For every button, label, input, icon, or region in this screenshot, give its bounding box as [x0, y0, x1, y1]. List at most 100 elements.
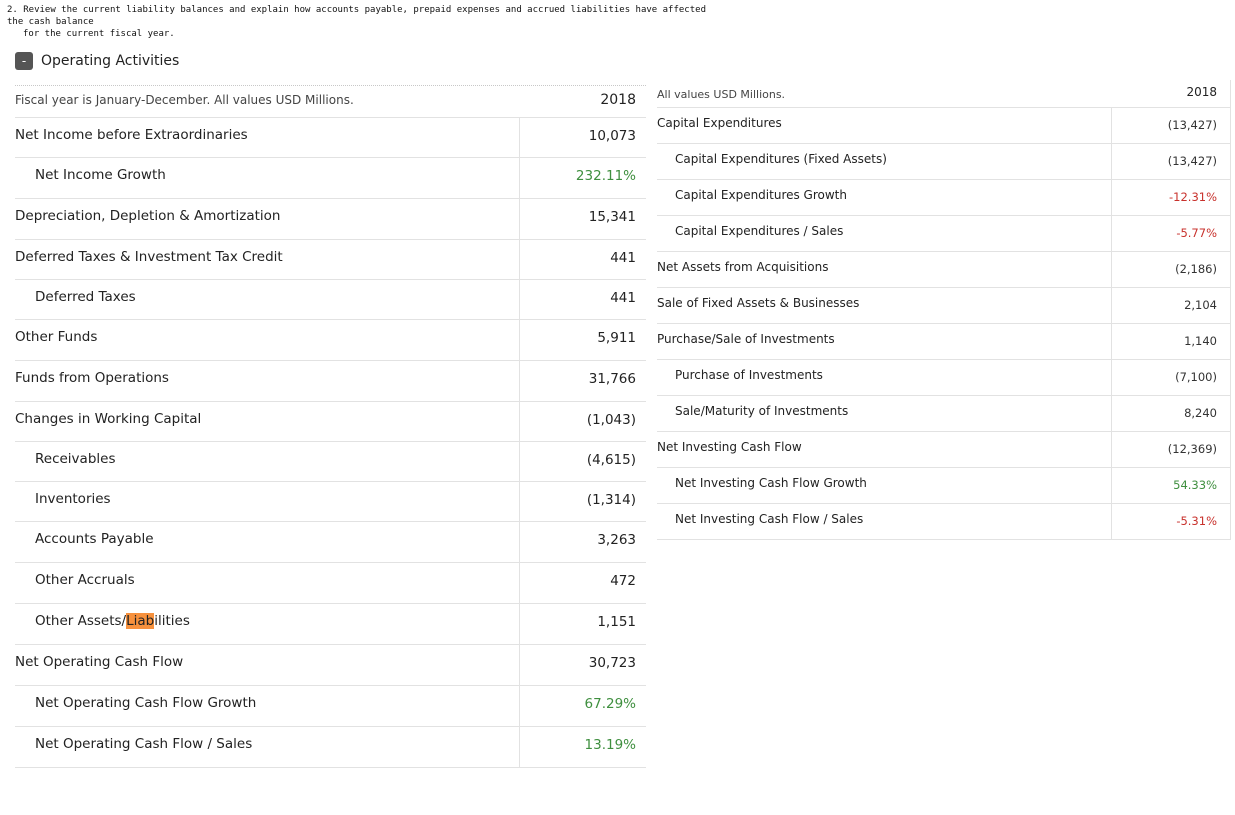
year-column-header: 2018: [1186, 85, 1217, 99]
question-line-1: 2. Review the current liability balances…: [7, 5, 706, 27]
row-label: Net Operating Cash Flow / Sales: [35, 736, 253, 752]
row-label: Sale/Maturity of Investments: [675, 404, 849, 418]
table-row: Net Income before Extraordinaries 10,073: [15, 118, 646, 158]
table-row: Capital Expenditures (13,427): [657, 108, 1230, 144]
row-value: (13,427): [1167, 118, 1217, 132]
table-row: Depreciation, Depletion & Amortization 1…: [15, 199, 646, 240]
table-header: All values USD Millions. 2018: [657, 80, 1230, 108]
question-text: 2. Review the current liability balances…: [7, 4, 707, 40]
table-row: Net Investing Cash Flow Growth 54.33%: [657, 468, 1230, 504]
row-value: (4,615): [586, 452, 636, 468]
row-label: Net Income before Extraordinaries: [15, 127, 248, 143]
table-row: Net Operating Cash Flow 30,723: [15, 645, 646, 686]
row-value: 2,104: [1184, 298, 1217, 312]
row-value: 1,140: [1184, 334, 1217, 348]
question-line-2: for the current fiscal year.: [23, 29, 175, 39]
row-value: 441: [610, 290, 636, 306]
row-value: 1,151: [597, 614, 636, 630]
row-value: (1,043): [586, 412, 636, 428]
row-label: Net Operating Cash Flow: [15, 654, 184, 670]
row-label: Capital Expenditures Growth: [675, 188, 847, 202]
row-label: Purchase of Investments: [675, 368, 823, 382]
table-row: Net Investing Cash Flow (12,369): [657, 432, 1230, 468]
row-label: Receivables: [35, 451, 116, 467]
table-row: Changes in Working Capital (1,043): [15, 402, 646, 442]
table-row: Other Assets/Liabilities 1,151: [15, 604, 646, 645]
table-row: Net Assets from Acquisitions (2,186): [657, 252, 1230, 288]
table-row: Funds from Operations 31,766: [15, 361, 646, 402]
table-row: Other Funds 5,911: [15, 320, 646, 361]
row-value: (1,314): [586, 492, 636, 508]
row-value: 232.11%: [575, 168, 636, 184]
table-header: Fiscal year is January-December. All val…: [15, 84, 646, 118]
row-label: Capital Expenditures: [657, 116, 782, 130]
row-label: Capital Expenditures (Fixed Assets): [675, 152, 887, 166]
row-label: Changes in Working Capital: [15, 411, 202, 427]
row-value: -5.31%: [1176, 514, 1217, 528]
row-value: (2,186): [1175, 262, 1217, 276]
row-label: Inventories: [35, 491, 111, 507]
table-row: Inventories (1,314): [15, 482, 646, 522]
row-value: 67.29%: [584, 696, 636, 712]
row-value: 10,073: [588, 128, 636, 144]
row-value: 15,341: [588, 209, 636, 225]
row-label: Deferred Taxes: [35, 289, 136, 305]
year-column-header: 2018: [600, 92, 636, 108]
row-value: (7,100): [1175, 370, 1217, 384]
table-row: Net Operating Cash Flow Growth 67.29%: [15, 686, 646, 727]
table-row: Deferred Taxes & Investment Tax Credit 4…: [15, 240, 646, 280]
row-value: 54.33%: [1173, 478, 1217, 492]
row-value: 472: [610, 573, 636, 589]
row-label: Sale of Fixed Assets & Businesses: [657, 296, 860, 310]
row-label: Net Operating Cash Flow Growth: [35, 695, 257, 711]
row-value: (12,369): [1167, 442, 1217, 456]
row-value: 30,723: [588, 655, 636, 671]
fiscal-year-note: Fiscal year is January-December. All val…: [15, 93, 354, 107]
row-label: Net Income Growth: [35, 167, 166, 183]
table-row: Net Income Growth 232.11%: [15, 158, 646, 199]
row-value: 3,263: [597, 532, 636, 548]
table-row: Receivables (4,615): [15, 442, 646, 482]
table-row: Purchase/Sale of Investments 1,140: [657, 324, 1230, 360]
table-row: Capital Expenditures / Sales -5.77%: [657, 216, 1230, 252]
section-title: Operating Activities: [41, 53, 180, 69]
row-label: Accounts Payable: [35, 531, 154, 547]
row-label: Funds from Operations: [15, 370, 169, 386]
row-value: 31,766: [588, 371, 636, 387]
section-header: - Operating Activities: [15, 51, 179, 71]
row-label: Net Assets from Acquisitions: [657, 260, 829, 274]
table-row: Net Investing Cash Flow / Sales -5.31%: [657, 504, 1230, 540]
table-row: Capital Expenditures Growth -12.31%: [657, 180, 1230, 216]
row-value: 5,911: [597, 330, 636, 346]
table-row: Capital Expenditures (Fixed Assets) (13,…: [657, 144, 1230, 180]
row-value: 13.19%: [584, 737, 636, 753]
row-label: Deferred Taxes & Investment Tax Credit: [15, 249, 283, 265]
row-value: 8,240: [1184, 406, 1217, 420]
collapse-toggle-icon[interactable]: -: [15, 52, 33, 70]
table-row: Purchase of Investments (7,100): [657, 360, 1230, 396]
row-label: Net Investing Cash Flow: [657, 440, 802, 454]
investing-activities-table: All values USD Millions. 2018 Capital Ex…: [657, 80, 1231, 540]
row-label: Depreciation, Depletion & Amortization: [15, 208, 281, 224]
values-note: All values USD Millions.: [657, 88, 786, 101]
table-row: Sale of Fixed Assets & Businesses 2,104: [657, 288, 1230, 324]
table-row: Accounts Payable 3,263: [15, 522, 646, 563]
row-label: Other Funds: [15, 329, 98, 345]
row-label: Capital Expenditures / Sales: [675, 224, 844, 238]
table-row: Sale/Maturity of Investments 8,240: [657, 396, 1230, 432]
row-value: 441: [610, 250, 636, 266]
row-label: Purchase/Sale of Investments: [657, 332, 835, 346]
row-label: Other Accruals: [35, 572, 135, 588]
row-label: Net Investing Cash Flow Growth: [675, 476, 867, 490]
row-label: Net Investing Cash Flow / Sales: [675, 512, 864, 526]
search-highlight: Liab: [126, 613, 155, 629]
row-value: (13,427): [1167, 154, 1217, 168]
table-row: Other Accruals 472: [15, 563, 646, 604]
row-value: -12.31%: [1169, 190, 1217, 204]
row-value: -5.77%: [1176, 226, 1217, 240]
table-row: Deferred Taxes 441: [15, 280, 646, 320]
divider: [15, 85, 646, 86]
table-row: Net Operating Cash Flow / Sales 13.19%: [15, 727, 646, 768]
row-label: Other Assets/Liabilities: [35, 613, 190, 629]
operating-activities-table: Fiscal year is January-December. All val…: [15, 84, 646, 768]
